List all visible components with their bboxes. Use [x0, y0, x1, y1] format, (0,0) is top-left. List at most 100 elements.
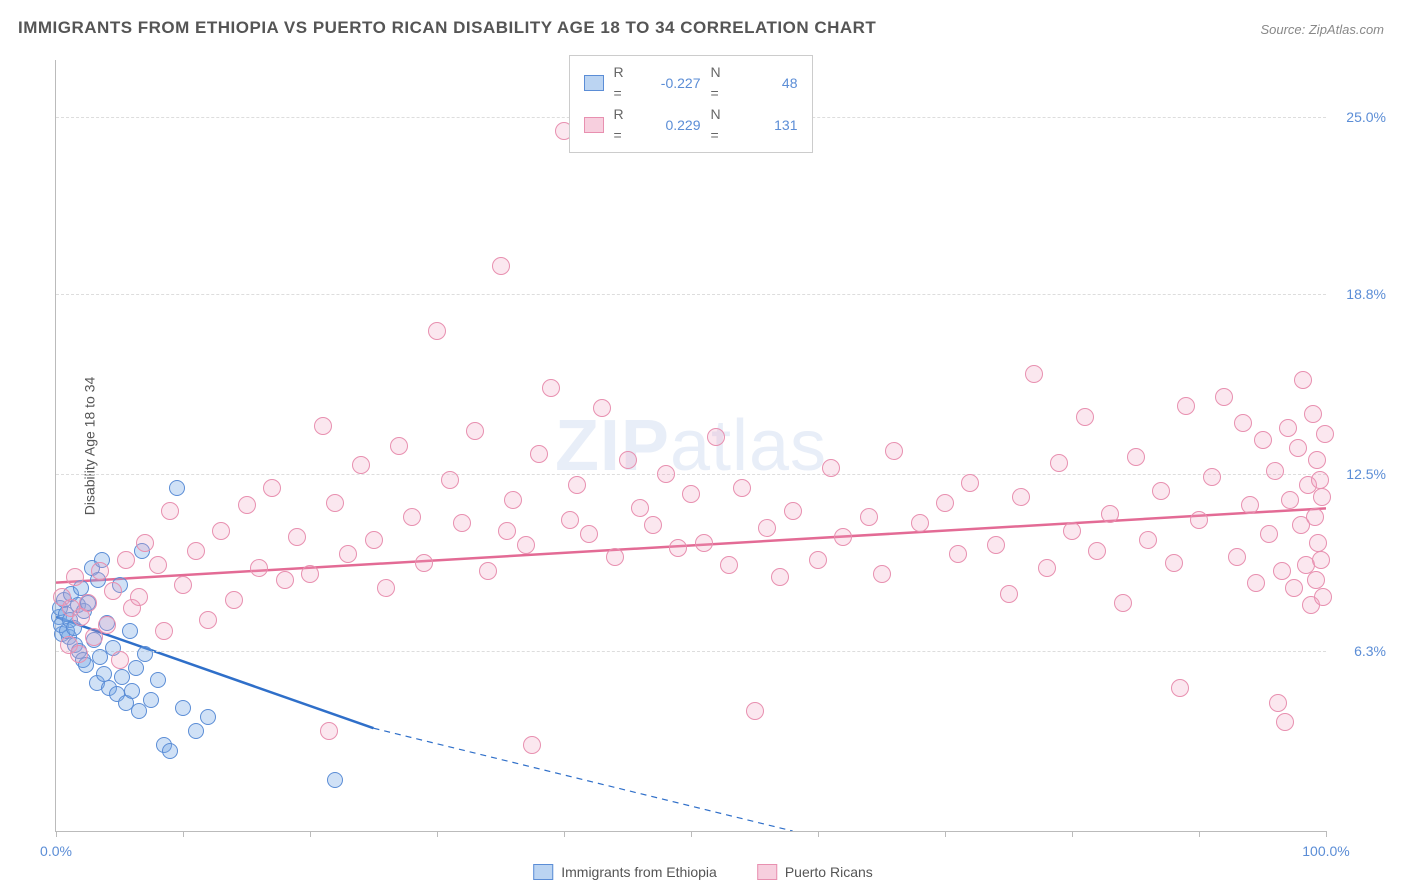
data-point: [143, 692, 159, 708]
data-point: [1266, 462, 1284, 480]
data-point: [174, 576, 192, 594]
data-point: [1139, 531, 1157, 549]
data-point: [771, 568, 789, 586]
data-point: [1228, 548, 1246, 566]
data-point: [70, 645, 88, 663]
data-point: [492, 257, 510, 275]
legend-label: Puerto Ricans: [785, 864, 873, 880]
data-point: [657, 465, 675, 483]
data-point: [188, 723, 204, 739]
data-point: [66, 568, 84, 586]
legend-item: Puerto Ricans: [757, 864, 873, 880]
data-point: [1269, 694, 1287, 712]
data-point: [580, 525, 598, 543]
chart-title: IMMIGRANTS FROM ETHIOPIA VS PUERTO RICAN…: [18, 18, 876, 38]
data-point: [911, 514, 929, 532]
y-tick-label: 6.3%: [1354, 643, 1386, 659]
data-point: [885, 442, 903, 460]
x-tick: [183, 831, 184, 837]
data-point: [606, 548, 624, 566]
swatch-blue-icon: [584, 75, 604, 91]
data-point: [1234, 414, 1252, 432]
data-point: [136, 534, 154, 552]
data-point: [326, 494, 344, 512]
data-point: [873, 565, 891, 583]
data-point: [809, 551, 827, 569]
data-point: [1309, 534, 1327, 552]
data-point: [1276, 713, 1294, 731]
x-tick: [564, 831, 565, 837]
data-point: [784, 502, 802, 520]
data-point: [155, 622, 173, 640]
plot-area: ZIPatlas 6.3%12.5%18.8%25.0%0.0%100.0%: [55, 60, 1326, 832]
data-point: [403, 508, 421, 526]
data-point: [200, 709, 216, 725]
data-point: [1241, 496, 1259, 514]
swatch-blue-icon: [533, 864, 553, 880]
data-point: [644, 516, 662, 534]
data-point: [441, 471, 459, 489]
stat-n-label: N =: [711, 104, 733, 146]
data-point: [175, 700, 191, 716]
data-point: [695, 534, 713, 552]
data-point: [498, 522, 516, 540]
data-point: [137, 646, 153, 662]
data-point: [122, 623, 138, 639]
data-point: [631, 499, 649, 517]
data-point: [365, 531, 383, 549]
data-point: [961, 474, 979, 492]
y-tick-label: 12.5%: [1346, 466, 1386, 482]
data-point: [339, 545, 357, 563]
stat-r-value: -0.227: [646, 73, 701, 94]
data-point: [1260, 525, 1278, 543]
data-point: [98, 616, 116, 634]
data-point: [860, 508, 878, 526]
data-point: [568, 476, 586, 494]
x-tick: [691, 831, 692, 837]
x-tick-label: 100.0%: [1302, 843, 1349, 859]
data-point: [1294, 371, 1312, 389]
data-point: [327, 772, 343, 788]
x-tick: [818, 831, 819, 837]
data-point: [288, 528, 306, 546]
data-point: [117, 551, 135, 569]
data-point: [320, 722, 338, 740]
x-tick: [1072, 831, 1073, 837]
data-point: [1152, 482, 1170, 500]
data-point: [619, 451, 637, 469]
x-tick: [1199, 831, 1200, 837]
bottom-legend: Immigrants from Ethiopia Puerto Ricans: [533, 864, 873, 880]
data-point: [1304, 405, 1322, 423]
gridline-h: [56, 294, 1326, 295]
data-point: [1050, 454, 1068, 472]
data-point: [352, 456, 370, 474]
data-point: [128, 660, 144, 676]
stat-r-label: R =: [614, 104, 636, 146]
data-point: [1285, 579, 1303, 597]
data-point: [1000, 585, 1018, 603]
data-point: [131, 703, 147, 719]
data-point: [1289, 439, 1307, 457]
data-point: [1312, 551, 1330, 569]
data-point: [250, 559, 268, 577]
data-point: [1215, 388, 1233, 406]
data-point: [949, 545, 967, 563]
data-point: [111, 651, 129, 669]
data-point: [1273, 562, 1291, 580]
stats-row: R = -0.227 N = 48: [584, 62, 798, 104]
stats-row: R = 0.229 N = 131: [584, 104, 798, 146]
data-point: [1012, 488, 1030, 506]
data-point: [1306, 508, 1324, 526]
data-point: [1308, 451, 1326, 469]
data-point: [822, 459, 840, 477]
data-point: [1177, 397, 1195, 415]
legend-item: Immigrants from Ethiopia: [533, 864, 717, 880]
data-point: [542, 379, 560, 397]
plot-container: Disability Age 18 to 34 ZIPatlas 6.3%12.…: [50, 55, 1331, 837]
gridline-h: [56, 651, 1326, 652]
stats-legend-box: R = -0.227 N = 48 R = 0.229 N = 131: [569, 55, 813, 153]
data-point: [669, 539, 687, 557]
data-point: [124, 683, 140, 699]
data-point: [199, 611, 217, 629]
data-point: [987, 536, 1005, 554]
